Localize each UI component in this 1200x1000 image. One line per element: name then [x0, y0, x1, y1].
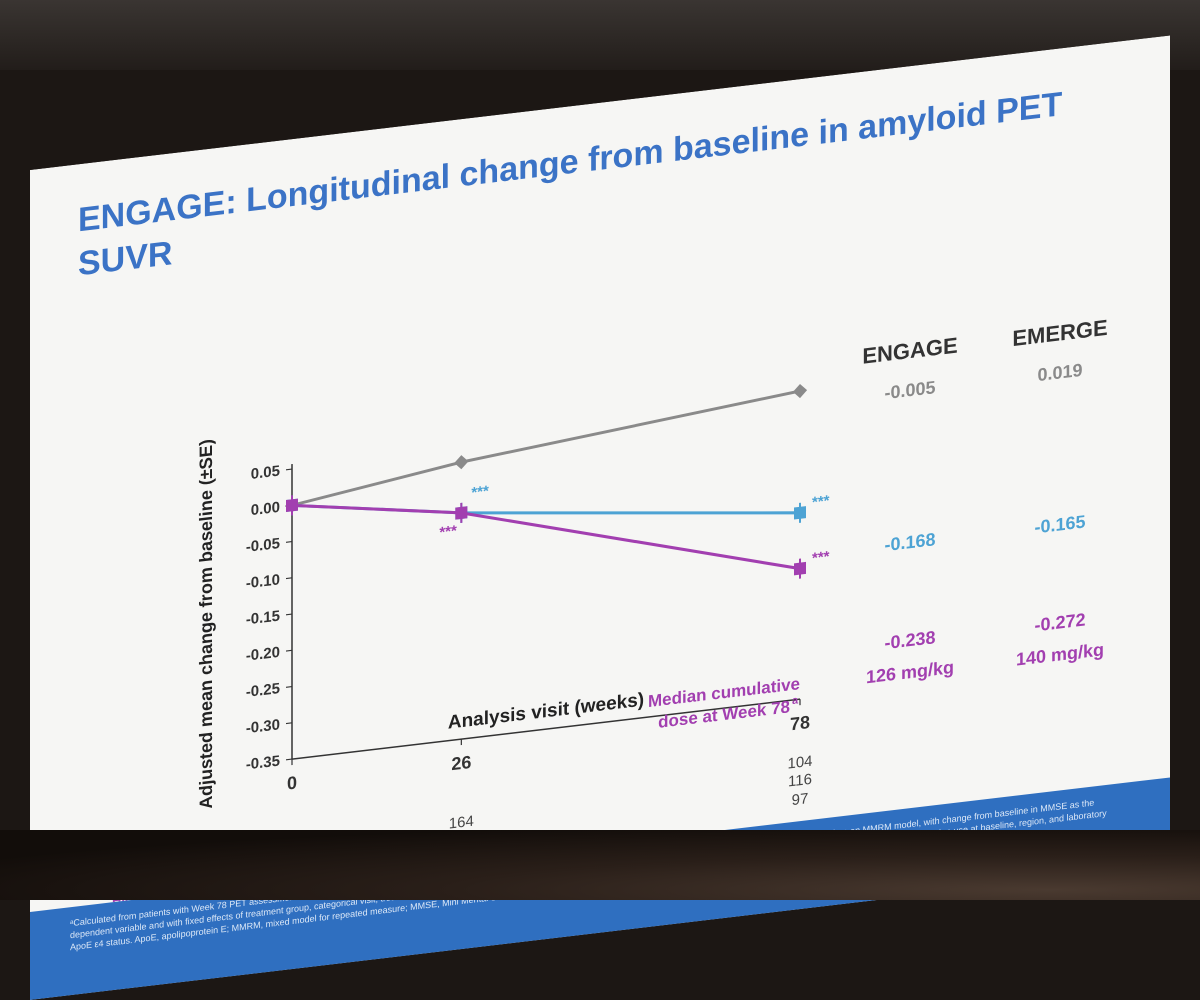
y-tick-mark	[286, 723, 292, 724]
chart-axes: 0.05 0.00 -0.05 -0.10 -0.15 -0.20 -0.25 -0.30 -0…	[196, 368, 810, 810]
n-count: 116	[788, 771, 812, 791]
significance-label-high_dose: ***	[439, 522, 457, 541]
side-value-placebo: 0.019	[1037, 360, 1082, 385]
y-tick-mark	[286, 687, 292, 688]
x-axis-line	[292, 699, 800, 759]
data-point-high_dose	[455, 506, 467, 519]
y-tick-mark	[286, 614, 292, 615]
data-point-placebo	[454, 455, 468, 469]
side-dose-value: 140 mg/kg	[1016, 639, 1104, 669]
x-tick-label: 78	[790, 712, 810, 734]
y-tick-label: 0.05	[251, 463, 280, 483]
side-header-emerge: EMERGE	[1012, 315, 1107, 351]
data-point-low_dose	[794, 506, 806, 519]
y-tick-label: -0.15	[246, 608, 280, 629]
side-value-high_dose: -0.272	[1035, 610, 1086, 636]
side-value-low_dose: -0.168	[885, 529, 936, 555]
significance-label-low_dose: ***	[471, 483, 489, 502]
x-axis-title: Analysis visit (weeks)	[448, 690, 644, 734]
y-tick-mark	[286, 542, 292, 543]
data-point-high_dose	[794, 562, 806, 575]
y-axis-title: Adjusted mean change from baseline (±SE)	[196, 438, 216, 810]
y-tick-label: 0.00	[251, 499, 280, 519]
y-tick-mark	[286, 650, 292, 651]
y-tick-mark	[286, 759, 292, 760]
y-tick-label: -0.25	[246, 680, 280, 701]
y-tick-label: -0.30	[246, 716, 280, 737]
side-value-low_dose: -0.165	[1035, 512, 1086, 538]
dose-label-superscript: a	[792, 694, 799, 707]
side-header-engage: ENGAGE	[862, 333, 957, 369]
y-tick-label: -0.35	[246, 753, 280, 774]
x-tick-label: 0	[287, 773, 297, 794]
data-point-high_dose	[286, 499, 298, 512]
n-count: 104	[787, 753, 812, 773]
n-count: 97	[792, 790, 809, 809]
n-count: 164	[449, 813, 474, 833]
y-tick-mark	[286, 578, 292, 579]
y-tick-label: -0.10	[246, 571, 280, 592]
projected-slide: ENGAGE: Longitudinal change from baselin…	[30, 35, 1170, 1000]
audience-heads	[0, 830, 1200, 900]
y-tick-mark	[286, 469, 292, 470]
significance-label-high_dose: ***	[812, 548, 830, 567]
significance-label-low_dose: ***	[812, 492, 830, 511]
y-tick-label: -0.05	[246, 535, 280, 556]
y-tick-label: -0.20	[246, 644, 280, 665]
line-chart: 0.05 0.00 -0.05 -0.10 -0.15 -0.20 -0.25 -0.30 -0…	[30, 35, 1170, 912]
side-value-high_dose: -0.238	[885, 627, 936, 653]
x-tick-label: 26	[451, 752, 471, 774]
series-line-high_dose	[292, 445, 800, 628]
data-point-placebo	[793, 384, 807, 398]
chart-series	[285, 383, 807, 639]
side-dose-value: 126 mg/kg	[866, 657, 954, 687]
side-value-placebo: -0.005	[885, 377, 936, 403]
series-line-placebo	[292, 391, 800, 505]
